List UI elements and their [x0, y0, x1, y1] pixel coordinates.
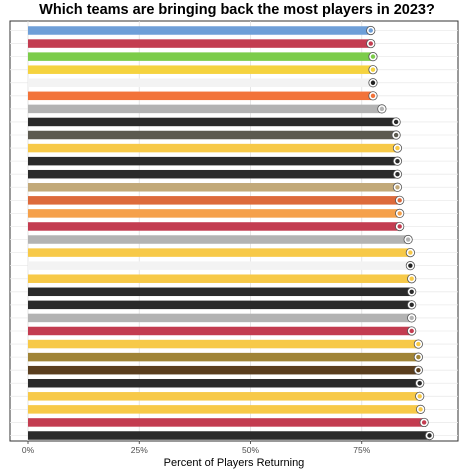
bar [28, 339, 418, 349]
bar [28, 222, 399, 231]
bar [28, 326, 411, 336]
bar [28, 365, 418, 375]
saints-logo-icon-mark [393, 132, 399, 138]
bar [28, 392, 419, 401]
team-logos [366, 25, 435, 441]
seahawks-logo-icon-mark [370, 54, 376, 59]
saints-logo-icon-mark [393, 119, 399, 125]
bar [28, 274, 411, 283]
bar [28, 183, 397, 192]
colts-logo-icon-mark [409, 315, 414, 321]
eagles-logo-icon-mark [405, 237, 411, 242]
x-tick-label: 25% [131, 445, 148, 455]
browns-logo-icon-mark [397, 198, 402, 203]
bar [28, 209, 399, 218]
raiders-logo-icon-mark [370, 80, 376, 85]
cowboys-logo-icon-mark [408, 263, 413, 268]
x-axis-ticks: 0% 25% 50% 75% [22, 441, 371, 455]
bar [28, 196, 399, 205]
packers-logo-icon-mark [409, 276, 414, 281]
falcons-logo-icon-mark [409, 302, 414, 308]
dolphins-logo-icon-mark [379, 106, 385, 112]
bar [28, 431, 429, 440]
chart-title: Which teams are bringing back the most p… [39, 2, 435, 18]
bar [28, 143, 397, 153]
bar [28, 156, 397, 166]
bar [28, 52, 372, 61]
saints-logo-icon-mark [416, 354, 421, 360]
bar [28, 378, 419, 388]
bears-logo-icon-mark [370, 93, 376, 99]
vikings-logo-icon-mark [421, 420, 427, 425]
x-tick-label: 75% [353, 445, 370, 455]
titans-logo-icon-mark [368, 28, 373, 33]
bar [28, 130, 396, 140]
bar [28, 91, 372, 101]
bar [28, 313, 411, 323]
commanders-logo-icon-mark [418, 407, 423, 412]
panthers-logo-icon-mark [409, 289, 414, 294]
bar [28, 405, 420, 414]
bar [28, 78, 372, 88]
bar [28, 26, 370, 35]
bar [28, 300, 411, 310]
bar [28, 117, 396, 127]
falcons-logo-icon-mark [395, 172, 400, 177]
ravens-logo-icon-mark [427, 433, 432, 438]
rams-logo-icon-mark [408, 250, 413, 255]
giants-logo-icon-mark [409, 328, 414, 334]
bars [28, 26, 429, 440]
49ers-logo-icon-mark [395, 185, 400, 190]
x-axis-title: Percent of Players Returning [164, 457, 305, 469]
bar [28, 287, 411, 297]
bar [28, 248, 410, 257]
bar [28, 418, 424, 427]
bar [28, 65, 372, 74]
jaguars-logo-icon-mark [417, 394, 422, 399]
chargers-logo-icon-mark [370, 67, 376, 72]
chiefs-logo-icon-mark [395, 145, 400, 151]
bar [28, 235, 408, 244]
bar [28, 352, 418, 362]
cardinals-logo-icon-mark [397, 224, 402, 229]
x-tick-label: 0% [22, 445, 35, 455]
bengals-logo-icon-mark [417, 381, 422, 386]
steelers-logo-icon-mark [416, 341, 421, 347]
dolphins-logo-icon-mark [397, 211, 402, 216]
bar [28, 169, 397, 179]
bar [28, 104, 381, 114]
jets-logo-icon-mark [395, 158, 400, 164]
x-tick-label: 50% [242, 445, 259, 455]
bar [28, 261, 410, 270]
buccaneers-logo-icon-mark [368, 41, 373, 46]
bar [28, 39, 370, 48]
browns-logo-icon-mark [416, 367, 421, 373]
